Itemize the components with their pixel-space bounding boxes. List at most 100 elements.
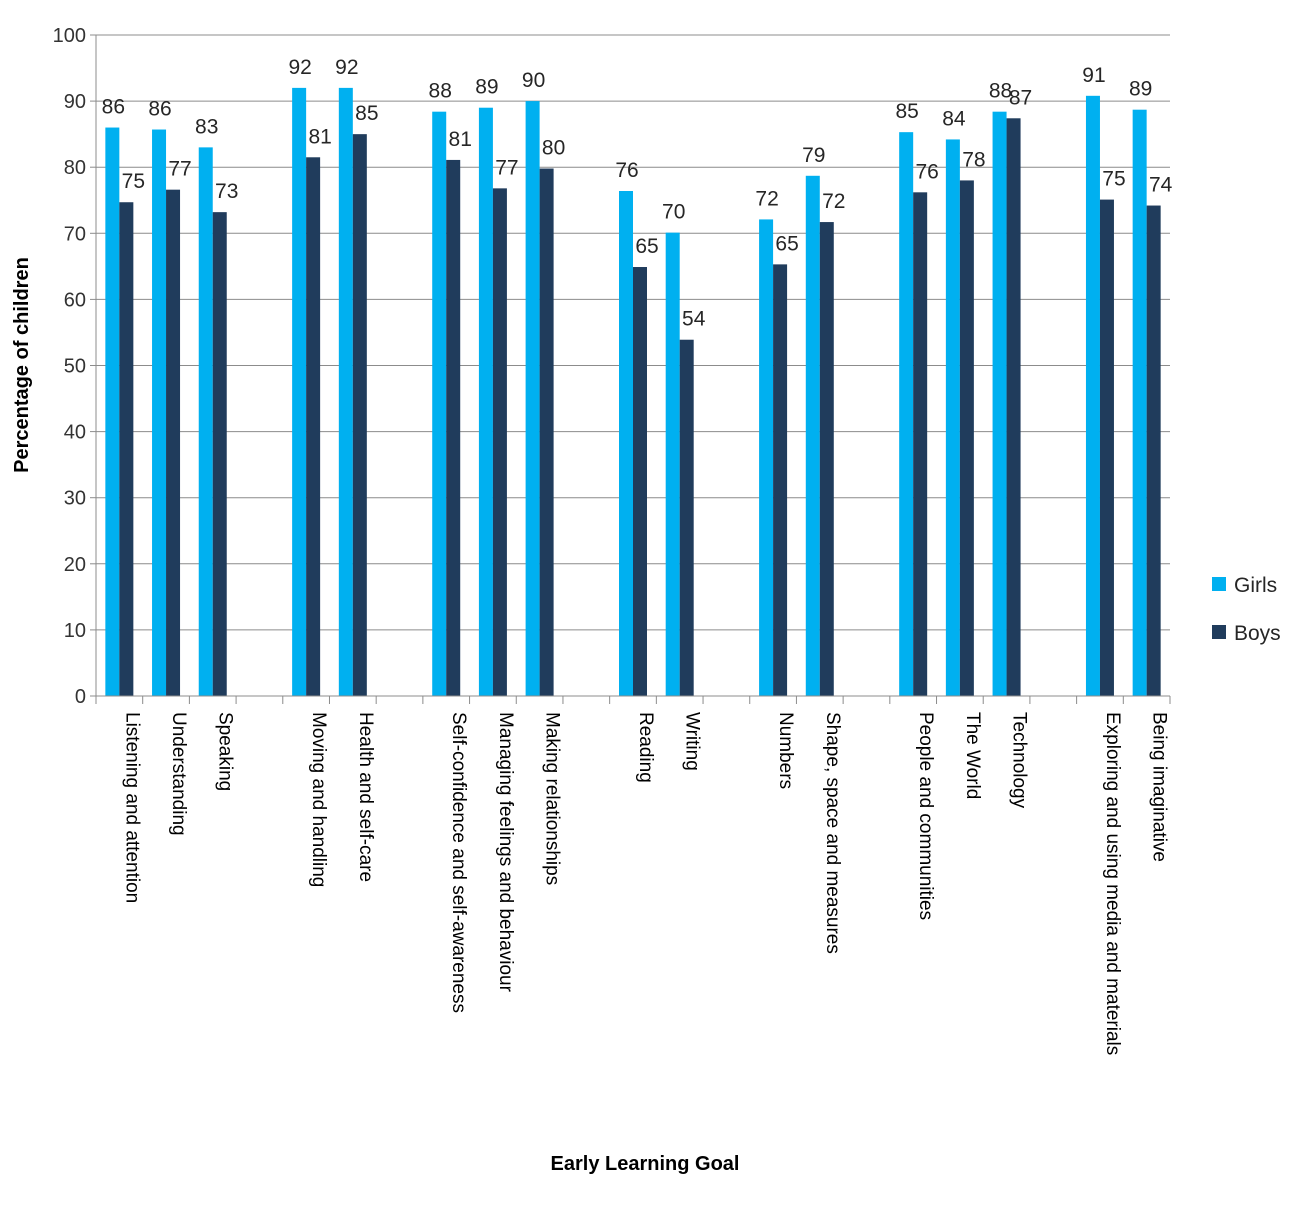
data-label-boys: 76 [915, 160, 938, 183]
bar-girls [105, 127, 120, 697]
data-label-boys: 80 [542, 137, 565, 160]
bar-boys [773, 264, 788, 696]
bar-boys [633, 267, 647, 696]
data-label-boys: 65 [775, 232, 798, 255]
axes: 0 10 20 30 40 50 60 70 80 90 100 Listening and atte… [53, 25, 1171, 1055]
data-label-boys: 81 [308, 125, 331, 148]
data-label-girls: 72 [755, 187, 778, 210]
bar-boys [1099, 199, 1114, 697]
y-tick-label: 60 [64, 289, 86, 311]
data-label-girls: 83 [195, 115, 218, 138]
x-category-label: Health and self-care [355, 712, 376, 882]
bar-boys [819, 222, 834, 697]
bar-girls [805, 175, 820, 697]
y-tick-label: 30 [64, 488, 86, 510]
y-tick-label: 70 [64, 223, 86, 245]
data-label-boys: 72 [822, 190, 845, 213]
y-tick-label: 90 [64, 91, 86, 113]
bar-boys [306, 157, 321, 696]
data-label-girls: 76 [615, 159, 638, 182]
bar-boys [1146, 205, 1161, 696]
x-category-label: Moving and handling [308, 712, 329, 887]
bar-girls [432, 111, 447, 696]
bar-boys [539, 168, 554, 697]
x-category-label: Self-confidence and self-awareness [448, 712, 469, 1013]
bar-boys [166, 189, 181, 696]
data-label-boys: 54 [682, 308, 706, 331]
x-category-label: Numbers [775, 712, 796, 789]
y-tick-label: 100 [53, 25, 86, 47]
x-category-label: Writing [682, 712, 703, 771]
data-label-girls: 86 [148, 98, 171, 121]
bar-girls [665, 232, 680, 696]
bar-girls [899, 132, 914, 697]
data-label-girls: 88 [989, 80, 1012, 103]
data-label-boys: 87 [1009, 86, 1032, 109]
y-tick-label: 10 [64, 620, 86, 642]
bar-girls [525, 101, 540, 697]
bar-girls [945, 139, 960, 697]
data-label-girls: 86 [102, 96, 125, 119]
bars [105, 87, 1161, 697]
bar-girls [1085, 95, 1100, 696]
bar-boys [212, 212, 227, 696]
bar-girls [338, 87, 353, 696]
x-axis-title: Early Learning Goal [551, 1153, 740, 1175]
bar-girls [152, 129, 167, 696]
bar-boys [119, 202, 134, 696]
data-label-boys: 65 [635, 235, 658, 258]
bar-girls [1132, 109, 1147, 697]
x-category-label: Exploring and using media and materials [1102, 712, 1123, 1055]
y-tick-label: 40 [64, 422, 86, 444]
bar-boys [492, 188, 507, 697]
bar-girls [759, 219, 774, 696]
bar-boys [352, 134, 367, 696]
data-label-boys: 75 [1102, 168, 1125, 191]
x-category-label: Technology [1009, 712, 1030, 809]
x-category-label: Listening and attention [121, 712, 142, 903]
bar-girls [619, 190, 633, 696]
x-category-label: Understanding [168, 712, 189, 836]
data-label-boys: 73 [215, 180, 238, 203]
data-label-girls: 91 [1082, 64, 1105, 87]
data-label-boys: 77 [495, 156, 518, 179]
x-category-label: People and communities [915, 712, 936, 920]
bar-girls [198, 147, 213, 696]
bar-boys [679, 339, 694, 696]
data-label-girls: 70 [662, 201, 685, 224]
bar-boys [1006, 118, 1021, 696]
data-label-girls: 84 [942, 107, 966, 130]
bar-boys [913, 192, 928, 696]
x-category-label: Managing feelings and behaviour [495, 712, 516, 993]
data-label-girls: 92 [335, 56, 358, 79]
data-label-boys: 85 [355, 102, 378, 125]
legend-label-girls: Girls [1234, 574, 1277, 597]
y-axis-title: Percentage of children [11, 257, 33, 473]
data-label-boys: 77 [168, 158, 191, 181]
y-tick-label: 50 [64, 356, 86, 378]
data-label-girls: 90 [522, 69, 545, 92]
data-label-boys: 78 [962, 148, 985, 171]
bar-boys [446, 159, 461, 696]
data-labels: 8675867783739281928588818977908076657054… [102, 56, 1173, 331]
x-category-label: Making relationships [542, 712, 563, 885]
legend-label-boys: Boys [1234, 622, 1281, 645]
data-label-girls: 85 [895, 100, 918, 123]
legend-swatch-boys [1212, 625, 1226, 639]
legend-swatch-girls [1212, 577, 1226, 591]
x-category-label: Being imaginative [1149, 712, 1170, 862]
data-label-girls: 89 [475, 76, 498, 99]
data-label-girls: 79 [802, 144, 825, 167]
data-label-girls: 92 [288, 56, 311, 79]
legend: Girls Boys [1212, 574, 1281, 645]
data-label-girls: 88 [429, 80, 452, 103]
x-category-label: Speaking [215, 712, 236, 791]
bar-boys [959, 180, 974, 697]
bar-girls [292, 87, 307, 696]
x-category-label: Shape, space and measures [822, 712, 843, 954]
data-label-girls: 89 [1129, 78, 1152, 101]
y-tick-label: 80 [64, 157, 86, 179]
data-label-boys: 81 [449, 128, 472, 151]
